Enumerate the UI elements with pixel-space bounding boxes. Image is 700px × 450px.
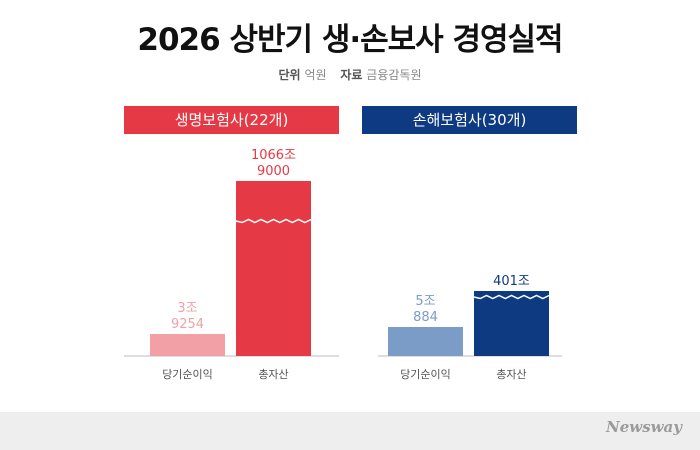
- footer-bar: [0, 412, 700, 450]
- nonlife-insurance-header: 손해보험사(30개): [362, 106, 577, 134]
- data-label: 9254: [171, 317, 204, 332]
- data-label: 1066조: [251, 148, 296, 163]
- unit-key: 단위: [278, 68, 301, 82]
- data-label: 3조: [177, 301, 197, 316]
- page-title: 2026 상반기 생·손보사 경영실적: [137, 22, 563, 58]
- unit-source-line: 단위 억원 자료 금융감독원: [0, 66, 700, 83]
- unit-value: 억원: [304, 68, 327, 82]
- category-label: 총자산: [496, 368, 526, 381]
- category-label: 총자산: [258, 368, 288, 381]
- bar-총자산: [474, 291, 549, 356]
- brand-logo: Newsway: [606, 418, 682, 436]
- bar-당기순이익: [150, 334, 225, 356]
- data-label: 884: [413, 310, 438, 325]
- life-insurance-header: 생명보험사(22개): [124, 106, 339, 134]
- axis-break-mark: [473, 294, 550, 300]
- source-value: 금융감독원: [366, 68, 422, 82]
- data-label: 401조: [493, 274, 530, 289]
- category-label: 당기순이익: [162, 368, 213, 381]
- data-label: 5조: [415, 294, 435, 309]
- data-label: 9000: [257, 164, 290, 179]
- category-label: 당기순이익: [400, 368, 451, 381]
- bar-당기순이익: [388, 327, 463, 356]
- axis-break-mark: [235, 218, 312, 224]
- bar-총자산: [236, 181, 311, 356]
- source-key: 자료: [340, 68, 363, 82]
